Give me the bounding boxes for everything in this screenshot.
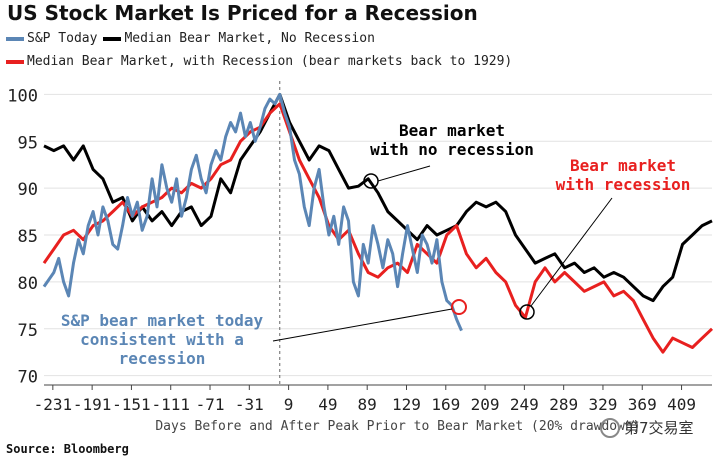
x-tick-label-49: 49 — [318, 395, 337, 414]
legend-label-sp: S&P Today — [27, 31, 98, 46]
x-tick-label-369: 369 — [628, 395, 657, 414]
source-note: Source: Bloomberg — [6, 442, 129, 456]
x-tick-label--111: -111 — [151, 395, 190, 414]
y-tick-label-100: 100 — [7, 86, 38, 106]
pointer-with-recession — [530, 197, 613, 307]
x-axis-label: Days Before and After Peak Prior to Bear… — [155, 419, 640, 434]
legend-label-rec: Median Bear Market, with Recession (bear… — [27, 54, 513, 69]
marker-sp-today — [451, 299, 467, 315]
x-tick-label-89: 89 — [358, 395, 377, 414]
x-tick-label-129: 129 — [392, 395, 421, 414]
x-tick-label-329: 329 — [589, 395, 618, 414]
y-tick-label-85: 85 — [18, 227, 38, 247]
legend-label-norec: Median Bear Market, No Recession — [124, 31, 375, 46]
annotation-with-recession: Bear market with recession — [556, 156, 691, 194]
x-tick-label--231: -231 — [34, 395, 73, 414]
x-tick-label--191: -191 — [73, 395, 112, 414]
x-tick-label--71: -71 — [196, 395, 225, 414]
x-tick-label-409: 409 — [667, 395, 696, 414]
x-tick-label-9: 9 — [284, 395, 294, 414]
y-tick-label-95: 95 — [18, 133, 38, 153]
x-tick-label--151: -151 — [112, 395, 151, 414]
y-tick-label-80: 80 — [18, 274, 38, 294]
x-tick-label-289: 289 — [549, 395, 578, 414]
x-tick-label--31: -31 — [235, 395, 264, 414]
annotation-sp-today: S&P bear market today consistent with a re… — [61, 311, 264, 368]
legend-swatch-rec — [6, 59, 24, 64]
series-line-sp-today — [42, 92, 463, 332]
x-tick-label-209: 209 — [471, 395, 500, 414]
watermark-text: 第7交易室 — [624, 419, 694, 437]
legend-row-1: S&P Today Median Bear Market, No Recessi… — [6, 31, 375, 46]
chart-title: US Stock Market Is Priced for a Recessio… — [7, 1, 478, 25]
legend-swatch-sp — [6, 36, 24, 41]
pointer-sp-today — [272, 308, 453, 342]
legend-row-2: Median Bear Market, with Recession (bear… — [6, 54, 512, 69]
watermark-logo-icon — [600, 417, 620, 438]
x-tick-label-249: 249 — [510, 395, 539, 414]
legend-swatch-norec — [103, 36, 122, 41]
y-tick-label-90: 90 — [18, 180, 38, 200]
watermark: 第7交易室 — [600, 417, 694, 438]
y-tick-label-75: 75 — [18, 321, 38, 341]
series-line-median-no-recession — [43, 92, 713, 303]
x-tick-label-169: 169 — [431, 395, 460, 414]
marker-with-recession — [519, 304, 535, 320]
pointer-no-recession — [377, 165, 431, 182]
annotation-no-recession: Bear market with no recession — [370, 121, 534, 159]
y-tick-label-70: 70 — [18, 368, 38, 388]
